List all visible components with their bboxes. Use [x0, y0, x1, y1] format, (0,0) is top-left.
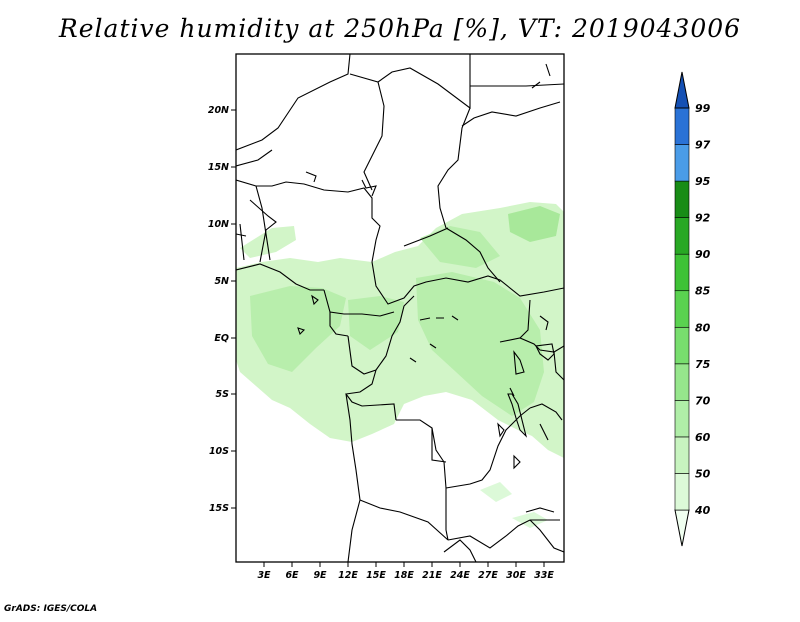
lat-label-15n: 15N [208, 162, 229, 173]
colorbar-segment-97-99 [674, 107, 690, 145]
colorbar-segment-60-70 [674, 400, 690, 438]
grads-credit: GrADS: IGES/COLA [4, 604, 98, 614]
lat-label-5n: 5N [214, 276, 229, 287]
colorbar-label-90: 90 [695, 248, 711, 261]
colorbar-segment-80-85 [674, 290, 690, 328]
humidity-shading [236, 202, 564, 528]
colorbar-label-92: 92 [695, 212, 711, 225]
lat-label-20n: 20N [208, 105, 229, 116]
colorbar-label-40: 40 [694, 504, 711, 517]
colorbar-segment-90-92 [674, 217, 690, 255]
colorbar-segment-below-40 [674, 509, 690, 547]
lat-label-10s: 10S [209, 446, 229, 457]
lon-label-18e: 18E [394, 570, 414, 581]
lat-label-15s: 15S [209, 503, 229, 514]
longitude-axis [263, 562, 545, 567]
latitude-labels: 20N 15N 10N 5N EQ 5S 10S 15S [208, 105, 229, 514]
lon-label-30e: 30E [506, 570, 526, 581]
colorbar-label-70: 70 [695, 394, 711, 407]
lon-label-3e: 3E [257, 570, 271, 581]
lon-label-21e: 21E [422, 570, 442, 581]
country-borders [236, 54, 564, 562]
lat-label-10n: 10N [208, 219, 229, 230]
colorbar-label-80: 80 [695, 321, 711, 334]
latitude-axis [231, 109, 236, 509]
lon-label-24e: 24E [450, 570, 470, 581]
map-title: Relative humidity at 250hPa [%], VT: 201… [58, 14, 742, 43]
colorbar-label-50: 50 [695, 467, 711, 480]
colorbar-label-99: 99 [695, 102, 711, 115]
colorbar-segment-75-80 [674, 326, 690, 365]
longitude-labels: 3E 6E 9E 12E 15E 18E 21E 24E 27E 30E 33E [257, 570, 554, 581]
lat-label-eq: EQ [214, 333, 229, 344]
lat-label-5s: 5S [216, 389, 230, 400]
colorbar-label-95: 95 [695, 175, 711, 188]
colorbar-label-97: 97 [695, 139, 711, 152]
lon-label-9e: 9E [313, 570, 327, 581]
lakes [297, 63, 555, 513]
colorbar-segment-92-95 [674, 180, 690, 218]
colorbar-label-60: 60 [695, 431, 711, 444]
lon-label-12e: 12E [338, 570, 358, 581]
colorbar-segment-70-75 [674, 363, 690, 401]
lon-label-27e: 27E [478, 570, 498, 581]
colorbar: 40 50 60 70 75 80 85 90 92 95 97 99 [674, 71, 711, 547]
colorbar-segment-above-99 [674, 71, 690, 109]
lon-label-33e: 33E [534, 570, 554, 581]
lon-label-15e: 15E [366, 570, 386, 581]
colorbar-segment-85-90 [674, 253, 690, 292]
colorbar-segment-95-97 [674, 144, 690, 182]
colorbar-label-75: 75 [695, 358, 711, 371]
colorbar-segment-50-60 [674, 436, 690, 474]
map-frame [235, 53, 565, 563]
colorbar-label-85: 85 [695, 285, 711, 298]
lon-label-6e: 6E [285, 570, 299, 581]
colorbar-segment-40-50 [674, 473, 690, 511]
